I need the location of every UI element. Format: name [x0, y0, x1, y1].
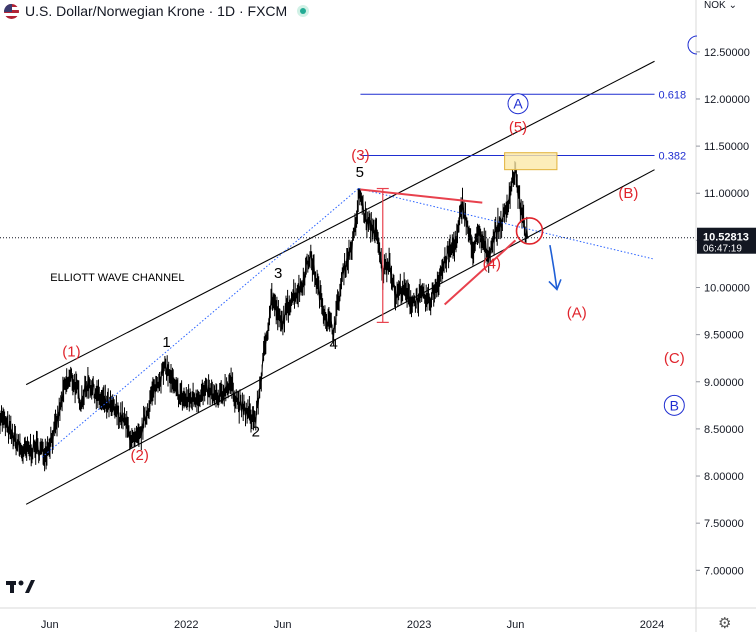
current-price-badge — [697, 227, 756, 254]
chart-header: U.S. Dollar/Norwegian Krone · 1D · FXCM — [0, 0, 694, 22]
channel-lower-line — [25, 169, 655, 505]
wave-label: (1) — [62, 343, 80, 360]
y-tick-label: 10.00000 — [704, 283, 750, 295]
y-tick-label: 9.50000 — [704, 330, 744, 342]
y-tick-label: 11.00000 — [704, 188, 749, 200]
wave-label: (5) — [509, 119, 527, 136]
wave-label: (A) — [567, 305, 587, 322]
x-tick-label: 2024 — [640, 619, 664, 631]
y-tick-label: 7.00000 — [704, 565, 744, 577]
x-tick-label: 2023 — [407, 619, 431, 631]
wave-label: (B) — [618, 185, 638, 202]
y-tick-label: 12.50000 — [704, 47, 750, 59]
x-tick-label: 2022 — [174, 619, 198, 631]
fib-level-label: 0.382 — [659, 151, 687, 163]
red-support-line — [443, 239, 517, 306]
wave-label: (2) — [131, 447, 149, 464]
wave-label: 2 — [252, 423, 260, 440]
y-tick-label: 11.50000 — [704, 141, 749, 153]
wave-label: 5 — [356, 164, 364, 181]
currency-selector[interactable]: NOK ⌄ — [704, 0, 737, 11]
scale-marker-icon — [687, 35, 698, 55]
wave-label: (3) — [351, 147, 369, 164]
drawings — [0, 152, 696, 458]
dotted-projection-line — [41, 188, 359, 458]
circled-wave-label: A — [513, 96, 523, 112]
wave-labels: (1) 1 (2) 2 3 4 (3)5 (4) (5) (B) (A) (C) A B ELLIOTT W… — [50, 93, 685, 464]
price-line — [0, 161, 529, 472]
y-tick-label: 9.00000 — [704, 377, 744, 389]
breakdown-circle — [515, 217, 544, 245]
wave-label: (4) — [483, 256, 501, 273]
wave-label: 4 — [329, 336, 337, 353]
down-arrow-head — [548, 279, 562, 291]
price-axis: 7.00000 7.50000 8.00000 8.50000 9.00000 9.500… — [687, 0, 756, 632]
usd-nok-flag-icon — [4, 3, 19, 19]
target-zone-box — [504, 152, 558, 171]
x-tick-label: Jun — [41, 619, 59, 631]
time-axis: Jun 2022 Jun 2023 Jun 2024 — [0, 607, 756, 631]
wave-label: 3 — [274, 265, 282, 282]
current-price-label: 10.52813 — [703, 232, 749, 244]
channel-upper-line — [25, 60, 655, 386]
chevron-down-icon: ⌄ — [728, 0, 738, 11]
currency-label: NOK — [704, 0, 726, 11]
tradingview-logo-icon[interactable] — [6, 578, 36, 599]
y-tick-label: 8.50000 — [704, 424, 744, 436]
symbol-title[interactable]: U.S. Dollar/Norwegian Krone · 1D · FXCM — [25, 3, 288, 19]
y-tick-label: 8.00000 — [704, 471, 744, 483]
market-open-dot-icon — [297, 5, 310, 17]
circled-wave-label: B — [670, 397, 679, 413]
wave-label: (C) — [664, 350, 685, 367]
fib-level-label: 0.618 — [659, 89, 687, 101]
settings-gear-icon[interactable]: ⚙ — [718, 615, 732, 632]
circled-wave-ring — [507, 93, 529, 115]
price-series — [0, 161, 529, 472]
red-resistance-line — [360, 188, 483, 204]
y-tick-label: 7.50000 — [704, 518, 744, 530]
circled-wave-ring — [663, 394, 685, 416]
y-tick-label: 12.00000 — [704, 94, 750, 106]
wave-label: 1 — [162, 334, 170, 351]
countdown-label: 06:47:19 — [703, 244, 742, 255]
channel-text-label: ELLIOTT WAVE CHANNEL — [50, 272, 184, 284]
down-arrow-icon — [549, 244, 558, 290]
x-tick-label: Jun — [507, 619, 525, 631]
x-tick-label: Jun — [274, 619, 292, 631]
